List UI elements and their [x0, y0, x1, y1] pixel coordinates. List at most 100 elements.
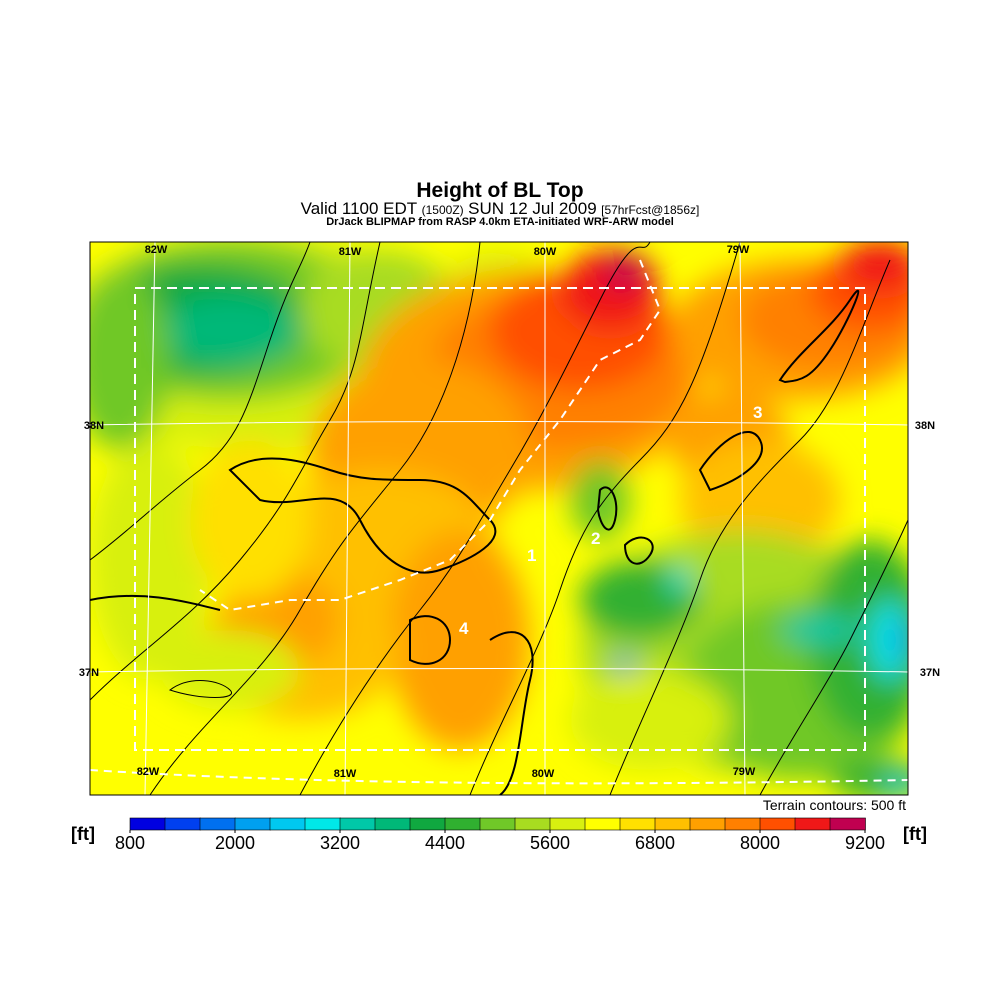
- field-blob: [160, 295, 300, 365]
- contour: [90, 242, 381, 701]
- colorbar-segment: [269, 817, 306, 831]
- contour: [609, 259, 891, 795]
- map-frame: [89, 241, 909, 796]
- colorbar-tick-label: 2000: [215, 833, 255, 853]
- contour: [469, 242, 741, 795]
- colorbar-segment: [514, 817, 551, 831]
- site-label: 4: [459, 619, 469, 638]
- colorbar-segment: [164, 817, 201, 831]
- colorbar-tick-label: 3200: [320, 833, 360, 853]
- parallel: [90, 668, 908, 673]
- colorbar-unit: [ft]: [71, 824, 95, 844]
- lon-label: 81W: [334, 768, 357, 780]
- inner-domain: [134, 287, 866, 751]
- map-labels: 82W 81W 80W 79W 82W 81W 80W 79W 38N 37N …: [79, 244, 940, 780]
- colorbar-tick-label: 5600: [530, 833, 570, 853]
- footnote: Terrain contours: 500 ft: [763, 797, 906, 813]
- field-blob: [670, 568, 690, 592]
- colorbar-segment: [304, 817, 341, 831]
- field-blob: [885, 775, 908, 795]
- subtitle-part: [57hrFcst@1856z]: [601, 203, 699, 217]
- lat-label: 37N: [920, 667, 940, 679]
- field: [90, 242, 908, 795]
- colorbar-segment: [339, 817, 376, 831]
- colorbar-segment: [374, 817, 411, 831]
- meridian: [344, 242, 351, 795]
- state-border: [90, 769, 908, 785]
- subtitle-part: SUN 12 Jul 2009: [468, 199, 597, 218]
- lon-label: 80W: [532, 768, 555, 780]
- colorbar-segment: [759, 817, 796, 831]
- field-blob: [90, 270, 170, 450]
- field-blob: [892, 615, 908, 665]
- field-blob: [613, 657, 637, 673]
- field-blob: [190, 440, 310, 600]
- state-border: [199, 259, 662, 612]
- site-labels: 1 2 3 4: [459, 403, 762, 638]
- field-blob: [570, 670, 730, 770]
- lat-label: 37N: [79, 667, 99, 679]
- contour-bold: [489, 631, 534, 795]
- colorbar-segment: [619, 817, 656, 831]
- field-blob: [603, 252, 647, 288]
- colorbar-segment: [584, 817, 621, 831]
- lon-label: 81W: [339, 246, 362, 258]
- site-label: 3: [753, 403, 762, 422]
- parallel: [90, 421, 908, 426]
- subtitle: Valid 1100 EDT (1500Z) SUN 12 Jul 2009 […: [301, 199, 700, 218]
- colorbar-segment: [689, 817, 726, 831]
- colorbar-tick-label: 800: [115, 833, 145, 853]
- contour-bold: [596, 486, 618, 531]
- contour-bold: [409, 615, 452, 665]
- colorbar-segment: [409, 817, 446, 831]
- colorbar-segment: [724, 817, 761, 831]
- field-blob: [680, 440, 840, 560]
- contour: [759, 519, 908, 795]
- field-blob: [780, 615, 860, 645]
- contour: [149, 242, 481, 795]
- field-blobs: [90, 242, 908, 795]
- lon-label: 80W: [534, 246, 557, 258]
- site-label: 1: [527, 546, 536, 565]
- lat-label: 38N: [915, 420, 935, 432]
- field-blob: [90, 440, 210, 680]
- colorbar-segment: [234, 817, 271, 831]
- contour-bold: [90, 594, 221, 611]
- colorbar: [ft] [ft] 800 2000 3200 4400 5600 6800 8000 920…: [71, 817, 927, 853]
- field-blob: [390, 530, 530, 750]
- colorbar-tick-label: 9200: [845, 833, 885, 853]
- lon-label: 82W: [137, 766, 160, 778]
- subtitle-part: Valid 1100 EDT: [301, 199, 418, 218]
- field-blob: [810, 540, 908, 740]
- site-label: 2: [591, 529, 600, 548]
- lon-label: 79W: [727, 244, 750, 256]
- subtitle-part: (1500Z): [422, 203, 464, 217]
- lon-label: 79W: [733, 766, 756, 778]
- colorbar-segment: [129, 817, 166, 831]
- colorbar-segment: [444, 817, 481, 831]
- title: Height of BL Top: [416, 179, 583, 202]
- contour: [90, 242, 311, 561]
- terrain-contours: [90, 242, 908, 795]
- contour-bold: [228, 457, 497, 574]
- colorbar-segment: [829, 817, 866, 831]
- colorbar-tick-label: 6800: [635, 833, 675, 853]
- colorbar-unit: [ft]: [903, 824, 927, 844]
- colorbar-segment: [549, 817, 586, 831]
- meridian: [144, 242, 156, 795]
- colorbar-segment: [654, 817, 691, 831]
- contour-bold: [698, 430, 763, 492]
- contour-bold: [778, 289, 860, 384]
- colorbar-segment: [199, 817, 236, 831]
- meridian: [739, 242, 746, 795]
- contour: [168, 680, 233, 698]
- contour: [299, 242, 651, 795]
- contour-bold: [623, 536, 654, 565]
- field-blob: [840, 242, 908, 290]
- model-line: DrJack BLIPMAP from RASP 4.0km ETA-initi…: [326, 216, 674, 228]
- colorbar-segment: [794, 817, 831, 831]
- lat-label: 38N: [84, 420, 104, 432]
- lon-label: 82W: [145, 244, 168, 256]
